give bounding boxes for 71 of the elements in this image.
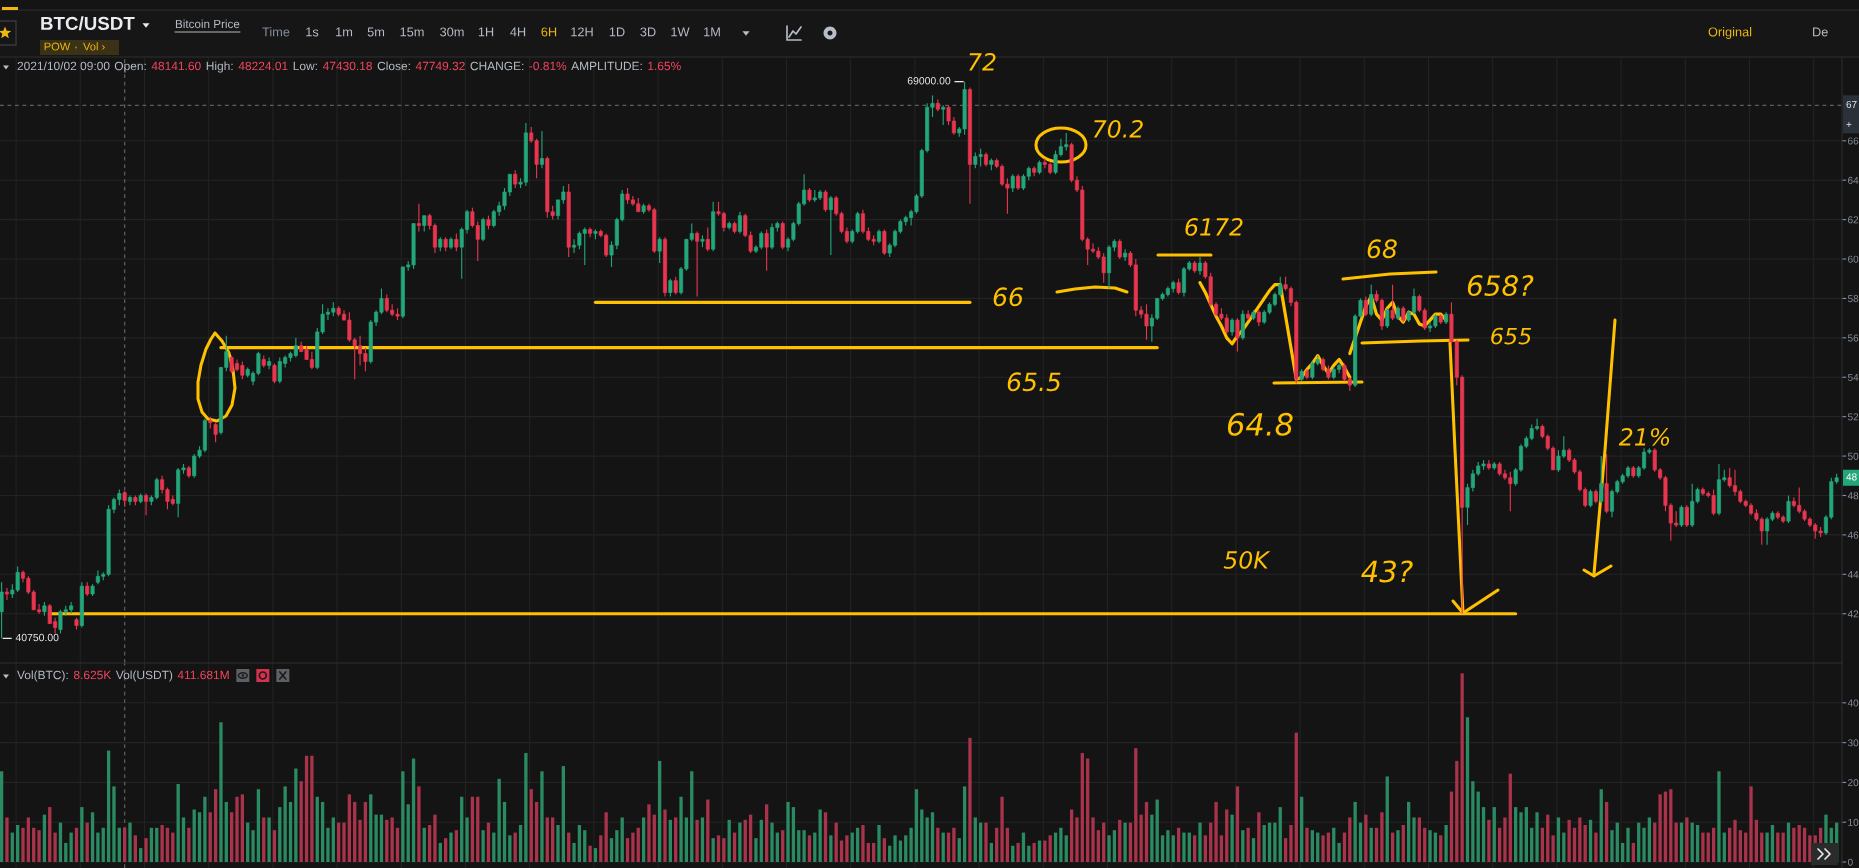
- annotation: Open:: [114, 61, 146, 73]
- text: 1M: [704, 27, 720, 37]
- annotation: 43?: [1361, 560, 1413, 583]
- text: 4H: [510, 27, 526, 37]
- y-tick-label: 0: [1847, 858, 1853, 866]
- annotation: High:: [206, 61, 233, 73]
- y-tick-label: 58: [1847, 295, 1859, 303]
- text: 3D: [640, 27, 656, 37]
- text: POW: [44, 42, 71, 51]
- text: 1D: [609, 27, 625, 37]
- y-tick-label: 54: [1847, 373, 1859, 381]
- text: Time: [262, 27, 290, 37]
- y-tick-label: 62: [1848, 216, 1859, 224]
- annotation: 48224.01: [238, 61, 288, 71]
- text: +: [1846, 122, 1852, 127]
- text: 1W: [671, 27, 690, 37]
- annotation: 8.625K: [73, 670, 112, 680]
- annotation: 68: [1367, 239, 1397, 259]
- text: Vol ›: [83, 42, 105, 51]
- y-tick-label: 56: [1847, 334, 1859, 342]
- annotation: 6172: [1185, 217, 1243, 236]
- annotation: 64.8: [1227, 412, 1293, 436]
- annotation: Low:: [293, 61, 317, 71]
- annotation: 21%: [1618, 427, 1670, 446]
- y-tick-label: 50: [1847, 452, 1859, 460]
- annotation: 2021/10/02 09:00: [17, 61, 110, 71]
- y-tick-label: 66: [1848, 137, 1859, 145]
- text: Original: [1708, 27, 1752, 39]
- y-tick-label: 10: [1848, 818, 1859, 826]
- annotation: 658?: [1467, 275, 1534, 297]
- annotation: 50K: [1223, 550, 1271, 569]
- text: 30m: [440, 27, 464, 37]
- y-tick-label: 48: [1847, 492, 1859, 500]
- annotation: 69000.00: [907, 77, 951, 85]
- annotation: 72: [969, 52, 996, 71]
- y-tick-label: 46: [1847, 531, 1859, 539]
- text: 1s: [306, 27, 319, 37]
- annotation: -0.81%: [529, 61, 567, 71]
- annotation: Vol(USDT): [115, 670, 173, 682]
- annotation: 47430.18: [322, 61, 372, 71]
- annotation: 1.65%: [648, 61, 681, 71]
- text: 15m: [400, 27, 424, 37]
- annotation: Vol(BTC):: [17, 670, 68, 682]
- annotation: 48141.60: [151, 61, 201, 71]
- y-tick-label: 42: [1847, 610, 1859, 618]
- y-tick-label: 30: [1847, 739, 1859, 747]
- annotation: 40750.00: [15, 633, 59, 642]
- y-tick-label: 64: [1848, 176, 1859, 184]
- y-tick-label: 20: [1848, 779, 1859, 787]
- text: De: [1813, 27, 1828, 37]
- text: 67: [1846, 100, 1857, 108]
- y-tick-label: 60: [1848, 255, 1859, 263]
- annotation: 47749.32: [415, 61, 465, 71]
- text: 1m: [336, 27, 353, 37]
- y-tick-label: 40: [1847, 699, 1859, 707]
- annotation: 66: [993, 287, 1023, 307]
- annotation: 655: [1491, 327, 1531, 345]
- text: BTC/USDT: [41, 16, 135, 31]
- y-tick-label: 44: [1847, 571, 1859, 578]
- text: 1H: [478, 27, 494, 37]
- annotation: 65.5: [1007, 372, 1061, 392]
- annotation: 411.681M: [177, 670, 229, 680]
- annotation: AMPLITUDE:: [571, 61, 642, 71]
- text: Bitcoin Price: [175, 19, 240, 29]
- text: 12H: [571, 27, 593, 37]
- annotation: 70.2: [1093, 119, 1143, 138]
- text: 5m: [367, 27, 385, 37]
- y-tick-label: 52: [1847, 413, 1859, 421]
- text: 6H: [541, 27, 557, 37]
- annotation: Close:: [377, 61, 410, 71]
- annotation: CHANGE:: [470, 61, 524, 71]
